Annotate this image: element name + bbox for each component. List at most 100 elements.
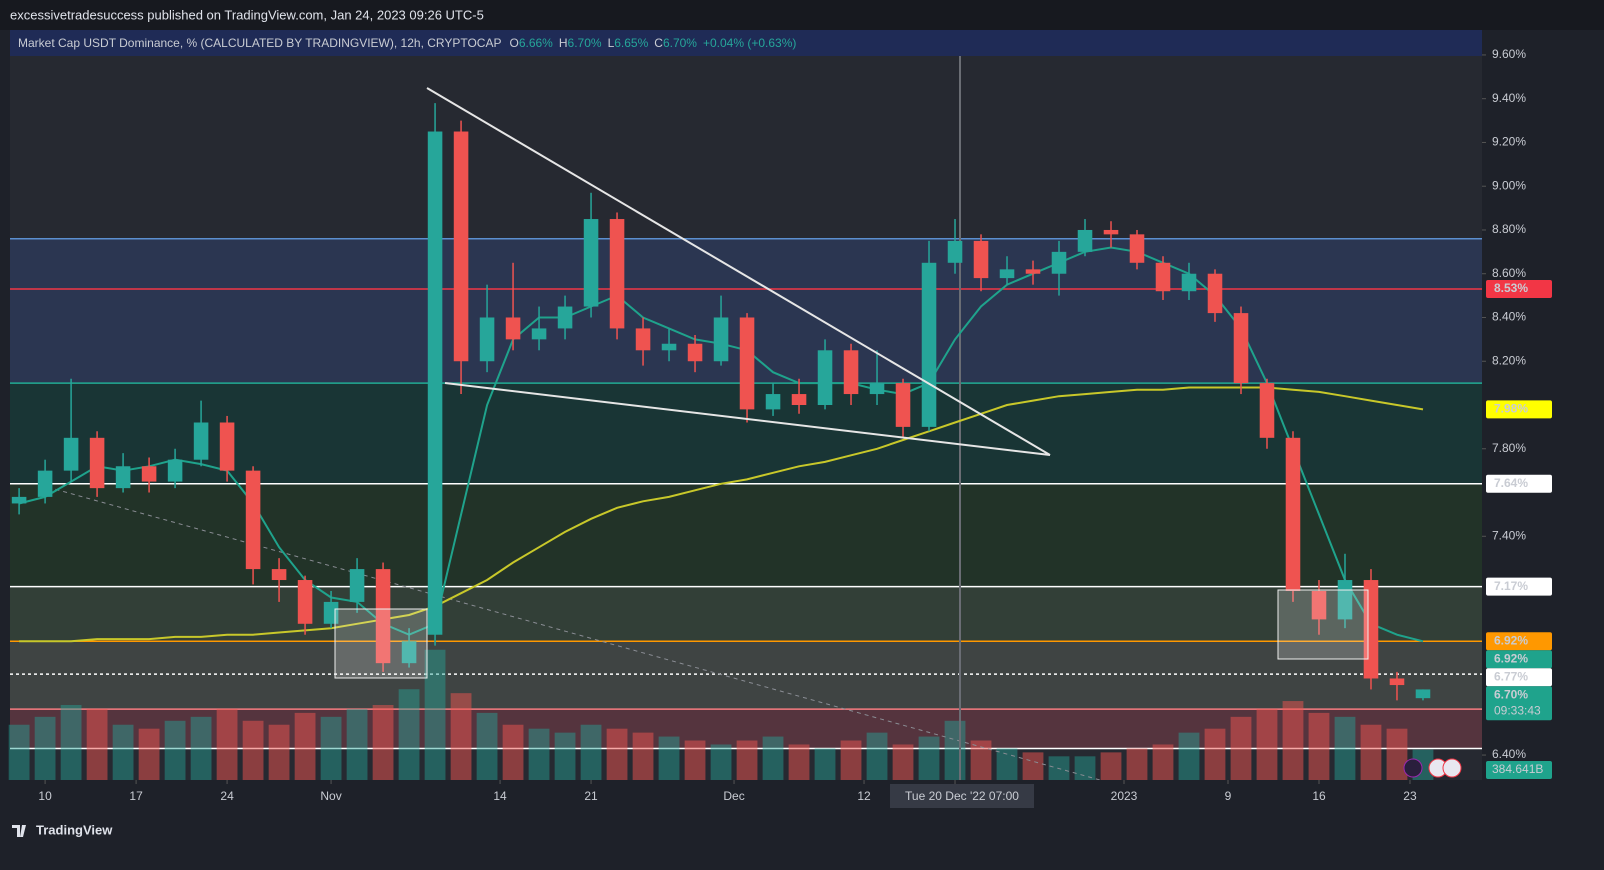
volume-bar [1256,708,1278,780]
y-tick-label: 9.00% [1492,178,1526,192]
candle-body [557,306,573,329]
candle-body [973,240,989,279]
volume-bar [372,705,394,780]
price-label-bg [1486,632,1552,651]
legend-ohlc: O6.66% H6.70% L6.65% C6.70% +0.04% (+0.63%) [509,36,796,50]
volume-bar [60,705,82,780]
candle-body [297,580,313,624]
time-axis [0,780,1482,810]
legend-value: 6.70% [663,36,697,50]
icon [1403,758,1423,778]
y-tick-label: 8.40% [1492,310,1526,324]
legend-bar [10,30,1482,56]
y-tick-label: 7.40% [1492,528,1526,542]
zone [10,586,1482,642]
price-label: 6.92% [1494,651,1528,665]
candle-body [1181,273,1197,292]
price-label: 7.17% [1494,579,1528,593]
y-tick-label: 8.60% [1492,266,1526,280]
candle-body [765,394,781,410]
volume-bar [606,728,628,780]
x-tick-label: 9 [1225,789,1232,803]
volume-bar [1386,728,1408,780]
candle-body [1129,234,1145,263]
legend-key: C [654,36,663,50]
candle-body [141,466,157,482]
volume-bar [268,724,290,780]
volume-bar [138,728,160,780]
candle-body [193,422,209,460]
volume-bar [112,724,134,780]
volume-bar [684,740,706,780]
zones [10,238,1482,749]
volume-bar [892,744,914,780]
volume-bar [918,736,940,780]
candle-body [89,437,105,489]
candle-body [1285,437,1301,591]
volume-bar [450,693,472,780]
candle-body [505,317,521,340]
volume-bar [1074,756,1096,780]
volume-bar [1126,748,1148,780]
volume-bar [190,716,212,780]
x-tick-label: 23 [1403,789,1417,803]
candle-body [1415,689,1431,699]
zone [10,483,1482,587]
volume-bar [86,708,108,780]
y-tick-label: 9.60% [1492,47,1526,61]
candle-body [895,383,911,427]
volume-label: 384.641B [1492,762,1543,776]
trendline-upper [426,87,1051,456]
candle-body [167,459,183,482]
x-tick-label: 16 [1312,789,1326,803]
volume-bar [34,716,56,780]
candle-body [531,328,547,340]
volume-bar [242,720,264,780]
volume-label-bg [1486,761,1552,779]
y-tick-label: 9.40% [1492,91,1526,105]
candle-body [1077,229,1093,252]
volume-bar [1230,716,1252,780]
volume-bar [866,732,888,780]
volume-bar [554,732,576,780]
y-tick-label: 7.80% [1492,441,1526,455]
x-tick-label: 14 [493,789,507,803]
volume-bar [710,744,732,780]
candle-body [1207,273,1223,314]
volume-bar [1022,752,1044,780]
volume-bar [736,740,758,780]
candle-body [401,641,417,664]
price-label: 8.53% [1494,281,1528,295]
candle-body [271,569,287,581]
candle-body [11,496,27,504]
volume-bar [658,736,680,780]
volume-bar [216,708,238,780]
candle-body [791,394,807,405]
candle-body [583,219,599,307]
candle-body [1103,229,1119,235]
volume-bar [320,716,342,780]
price-label-bg [1486,400,1552,419]
axes: 9.60% 9.40% 9.20% 9.00% 8.80% 8.60% 8.40% 8.20%… [0,30,1604,810]
volume-bar [1308,712,1330,780]
countdown: 09:33:43 [1494,703,1541,717]
price-label-bg [1486,474,1552,493]
candle-body [999,269,1015,279]
x-tick-label: 12 [857,789,871,803]
candle-body [37,470,53,497]
candle-body [1259,383,1275,438]
price-label-bg [1486,280,1552,299]
candle-body [947,240,963,263]
candle-body [427,131,443,635]
volume-bar [762,736,784,780]
box [1277,589,1369,660]
ma-line [19,386,1424,643]
candle-body [817,350,833,405]
volume-bar [632,732,654,780]
volume-bar [164,720,186,780]
candle-body [1311,590,1327,620]
logo [12,825,29,837]
candle-body [1025,269,1041,274]
legend-key: O [509,36,518,50]
volume-bar [502,724,524,780]
